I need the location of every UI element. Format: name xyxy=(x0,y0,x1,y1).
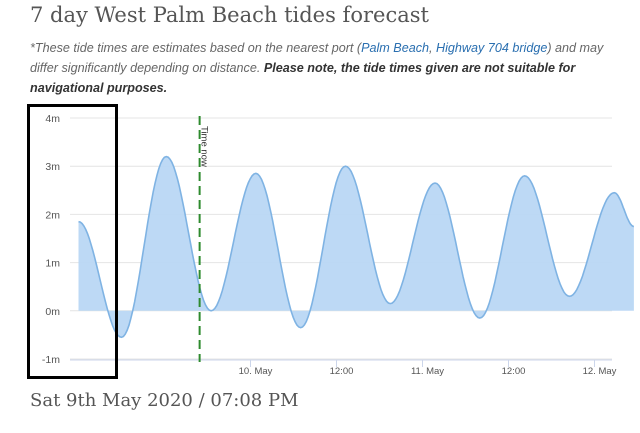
disclaimer-separator: , xyxy=(429,41,437,55)
y-tick-label: 3m xyxy=(45,161,60,173)
y-tick-label: 1m xyxy=(45,258,60,270)
x-tick-label: 12:00 xyxy=(330,366,354,377)
x-tick-label: 11. May xyxy=(411,366,444,377)
y-tick-label: 2m xyxy=(45,209,60,221)
disclaimer-middle: ) and may differ significantly depending… xyxy=(30,41,604,75)
highway-704-bridge-port-link[interactable]: Highway 704 bridge xyxy=(436,41,548,55)
time-now-label: Time now xyxy=(199,126,210,167)
y-tick-label: -1m xyxy=(42,354,60,366)
tide-disclaimer: *These tide times are estimates based on… xyxy=(30,38,630,98)
page-title: 7 day West Palm Beach tides forecast xyxy=(30,3,429,27)
tide-area xyxy=(78,156,634,338)
highlight-box xyxy=(27,104,118,379)
disclaimer-prefix: *These tide times are estimates based on… xyxy=(30,41,362,55)
y-tick-label: 0m xyxy=(45,306,60,318)
y-tick-label: 4m xyxy=(45,113,60,125)
x-tick-label: 12. May xyxy=(583,366,617,377)
navigation-warning: Please note, the tide times given are no… xyxy=(30,61,576,95)
tide-chart-svg: 4m 3m 2m 1m 0m -1m 10. May 12:00 11. May 12:00 12.… xyxy=(27,104,634,379)
x-tick-label: 10. May xyxy=(239,366,273,377)
x-tick-label: 12:00 xyxy=(502,366,526,377)
current-datetime: Sat 9th May 2020 / 07:08 PM xyxy=(30,390,299,411)
tide-chart: 4m 3m 2m 1m 0m -1m 10. May 12:00 11. May 12:00 12.… xyxy=(0,100,640,385)
palm-beach-port-link[interactable]: Palm Beach xyxy=(361,41,430,55)
tide-line xyxy=(78,155,634,339)
